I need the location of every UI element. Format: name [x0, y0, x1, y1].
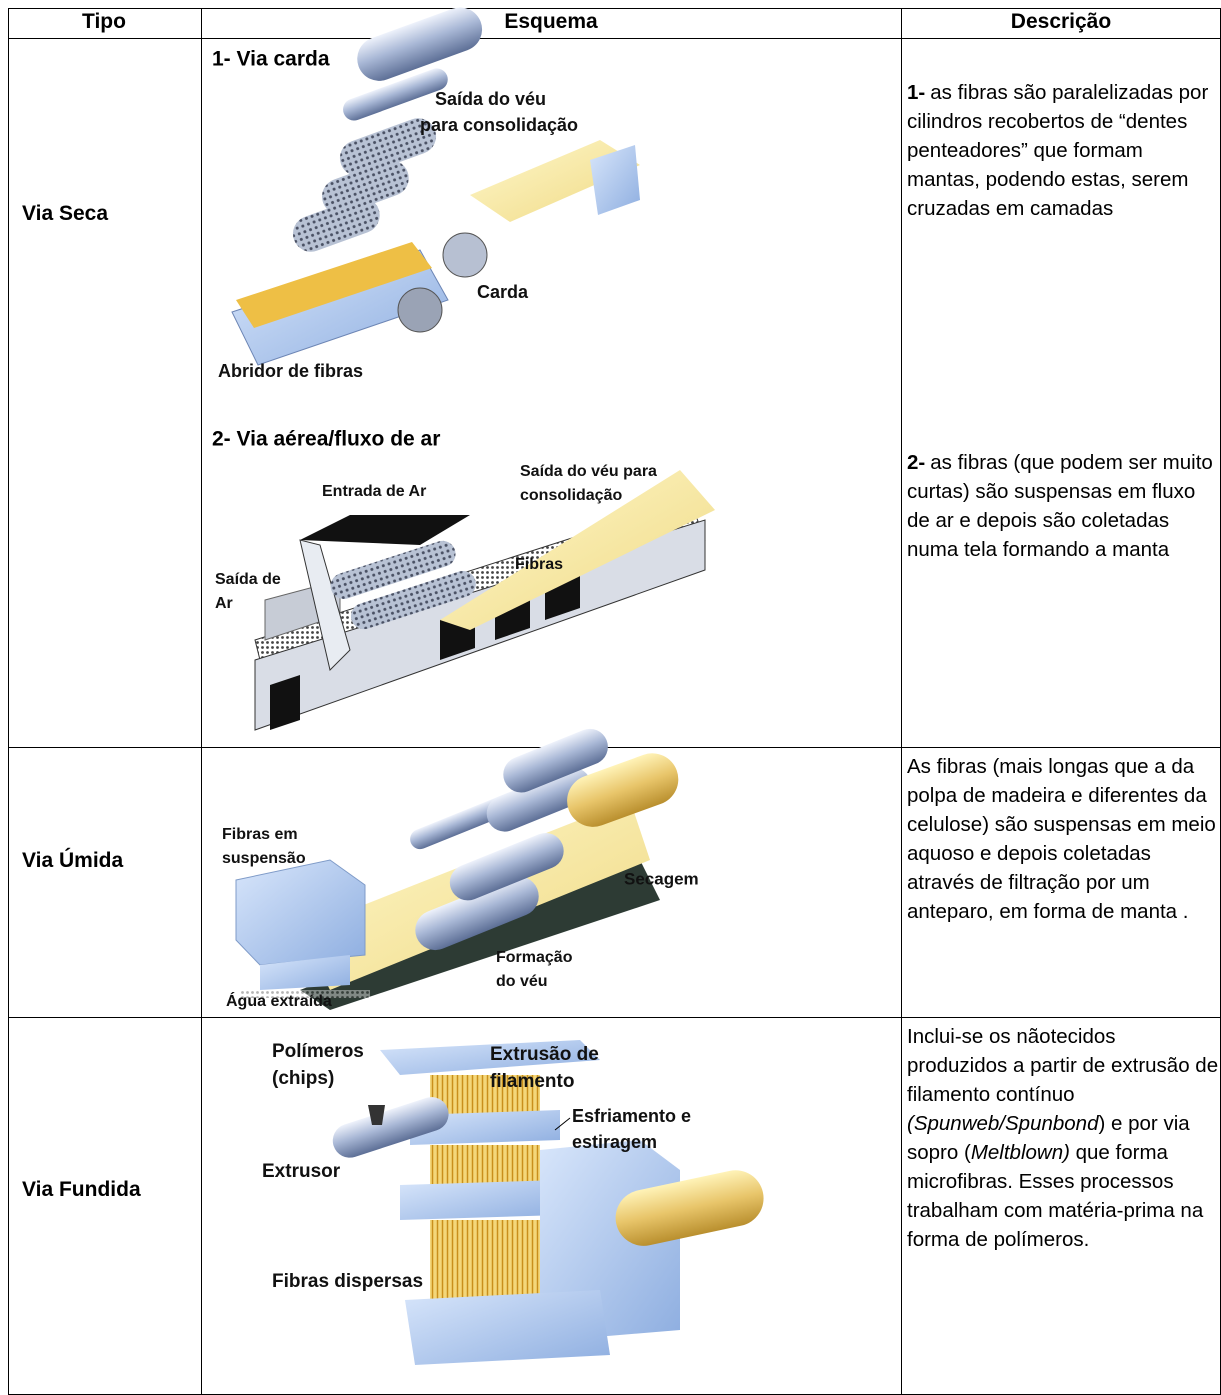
diagram-label: consolidação	[520, 487, 622, 504]
product-roll	[567, 753, 679, 827]
diagram-label: Fibras em	[222, 826, 298, 843]
diagram-label: Fibras dispersas	[272, 1271, 423, 1292]
table-border	[8, 8, 1221, 9]
roller	[486, 767, 592, 832]
row-type: Via Seca	[22, 202, 109, 225]
roller-end	[442, 232, 488, 278]
description-text: (Spunweb/Spunbond	[907, 1112, 1099, 1135]
hood-side	[299, 539, 351, 671]
header-cell: Esquema	[504, 10, 598, 33]
description-text: as fibras são paralelizadas por cilindro…	[907, 81, 1209, 220]
diagram-label: para consolidação	[420, 115, 578, 135]
row-type: Via Úmida	[22, 849, 124, 872]
fiber-mat	[236, 242, 432, 328]
drawer	[400, 1180, 560, 1220]
diagram-label: Saída do véu para	[520, 463, 657, 480]
table-border	[8, 1017, 1221, 1018]
diagram-label: Saída do véu	[435, 89, 546, 109]
diagram-label: Formação	[496, 949, 573, 966]
diagram-label: Extrusão de	[490, 1044, 599, 1065]
roller	[503, 728, 608, 793]
description-text: Inclui-se os nãotecidos produzidos a par…	[907, 1025, 1219, 1106]
roller	[449, 832, 564, 901]
scheme-title: 2- Via aérea/fluxo de ar	[212, 428, 440, 451]
fibers	[430, 1220, 540, 1300]
roller	[330, 540, 456, 599]
description: 1- as fibras são paralelizadas por cilind…	[907, 78, 1219, 223]
belt	[300, 860, 660, 1010]
leader-line	[554, 1117, 571, 1131]
diagram-label: Esfriamento e	[572, 1106, 691, 1126]
diagram-label: suspensão	[222, 850, 306, 867]
row-type: Via Fundida	[22, 1178, 141, 1201]
roller	[350, 571, 476, 630]
diagram-label: Fibras	[515, 556, 563, 573]
diagram-label: (chips)	[272, 1068, 334, 1089]
carding-diagram	[231, 7, 640, 366]
hood-top	[300, 515, 470, 545]
airlay-diagram	[254, 470, 715, 731]
diagram-label: filamento	[490, 1071, 574, 1092]
table-border	[201, 8, 202, 1395]
filaments	[430, 1075, 540, 1115]
diagram-label: Abridor de fibras	[218, 361, 363, 381]
description-text: As fibras (mais longas que a da polpa de…	[907, 755, 1216, 923]
table-border	[8, 38, 1221, 39]
description-text: ) e por via sopro (	[907, 1112, 1190, 1164]
belt	[405, 1290, 610, 1365]
description-text: que forma microfibras. Esses processos t…	[907, 1141, 1204, 1251]
description: 2- as fibras (que podem ser muito curtas)…	[907, 448, 1219, 564]
diagram-label: Polímeros	[272, 1041, 364, 1062]
support	[590, 145, 640, 215]
description-prefix: 1-	[907, 81, 926, 104]
roller	[339, 118, 437, 177]
headbox	[235, 859, 366, 966]
diagram-label: Ar	[215, 595, 233, 612]
roller	[415, 876, 539, 951]
window	[270, 675, 300, 730]
description-prefix: 2-	[907, 451, 926, 474]
table-border	[901, 8, 902, 1395]
diagram-label: Água extraída	[226, 991, 332, 1010]
roller	[292, 197, 380, 252]
diagram-label: Saída de	[215, 571, 281, 588]
diagram-label: Entrada de Ar	[322, 483, 426, 500]
wetlaid-diagram	[235, 728, 679, 1010]
drain	[260, 955, 350, 990]
description: As fibras (mais longas que a da polpa de…	[907, 752, 1219, 926]
filaments	[430, 1145, 540, 1185]
description: Inclui-se os nãotecidos produzidos a par…	[907, 1022, 1219, 1254]
hopper	[368, 1105, 385, 1125]
extruder	[332, 1097, 449, 1158]
description-text: as fibras (que podem ser muito curtas) s…	[907, 451, 1213, 561]
web	[440, 470, 715, 630]
header-cell: Tipo	[82, 10, 126, 33]
roller	[357, 7, 483, 81]
roller	[321, 160, 409, 215]
scheme-title: 1- Via carda	[212, 48, 330, 71]
die	[380, 1040, 600, 1075]
diagram-label: Extrusor	[262, 1161, 341, 1182]
diagram-label: Secagem	[624, 869, 699, 888]
table-border	[8, 8, 9, 1395]
description-text: Meltblown)	[970, 1141, 1070, 1164]
spunbond-diagram	[332, 1040, 764, 1365]
roller-end	[397, 287, 443, 333]
diagram-label: estiragem	[572, 1132, 657, 1152]
table-border	[8, 747, 1221, 748]
header-cell: Descrição	[1010, 10, 1112, 33]
diagram-label: Carda	[477, 282, 529, 302]
roller	[343, 68, 448, 121]
water	[240, 990, 370, 998]
product-roll	[615, 1170, 764, 1246]
diagram-label: do véu	[496, 973, 548, 990]
